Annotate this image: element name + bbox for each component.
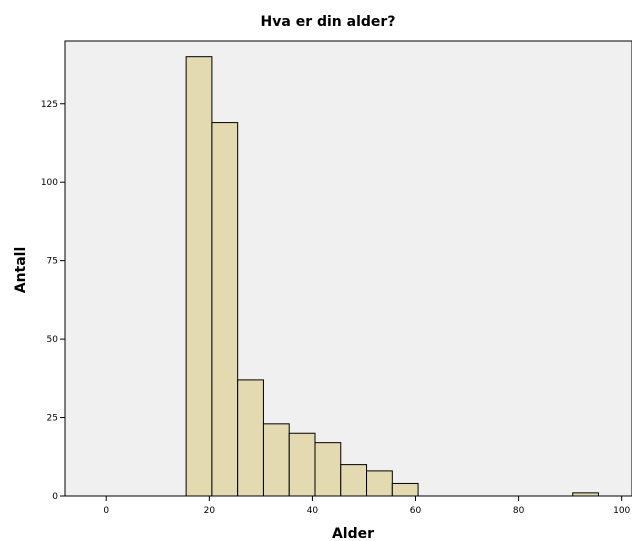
y-tick-label-3: 75 (47, 257, 58, 267)
histogram-bar-5 (314, 442, 342, 497)
y-tick-label-2: 50 (47, 335, 59, 345)
x-tick-label-5: 100 (613, 506, 630, 516)
y-axis-ticks: 0 25 50 75 100 125 (41, 100, 65, 502)
y-tick-label-4: 100 (41, 178, 58, 188)
histogram-bar-7 (366, 470, 393, 497)
x-axis-label: Alder (332, 526, 374, 541)
x-tick-label-0: 0 (103, 506, 109, 516)
histogram-bar-6 (340, 464, 368, 497)
histogram-bar-3 (262, 423, 290, 497)
x-tick-label-1: 20 (204, 506, 216, 516)
y-axis-label: Antall (13, 247, 29, 294)
x-tick-label-3: 60 (410, 506, 422, 516)
histogram-bar-0 (185, 56, 213, 497)
plot-area (64, 40, 632, 497)
histogram-bar-4 (288, 432, 316, 497)
histogram-bar-8 (391, 482, 419, 497)
y-tick-label-0: 0 (52, 492, 58, 502)
x-tick-label-2: 40 (307, 506, 319, 516)
histogram-bar-9 (572, 492, 599, 497)
y-tick-label-1: 25 (47, 414, 58, 424)
y-tick-label-5: 125 (41, 100, 58, 110)
histogram-bar-1 (211, 122, 239, 497)
histogram-bar-2 (237, 379, 264, 497)
chart-title: Hva er din alder? (261, 14, 396, 30)
x-axis-ticks: 0 20 40 60 80 100 (103, 496, 631, 516)
x-tick-label-4: 80 (513, 506, 525, 516)
bars-group (185, 56, 599, 497)
